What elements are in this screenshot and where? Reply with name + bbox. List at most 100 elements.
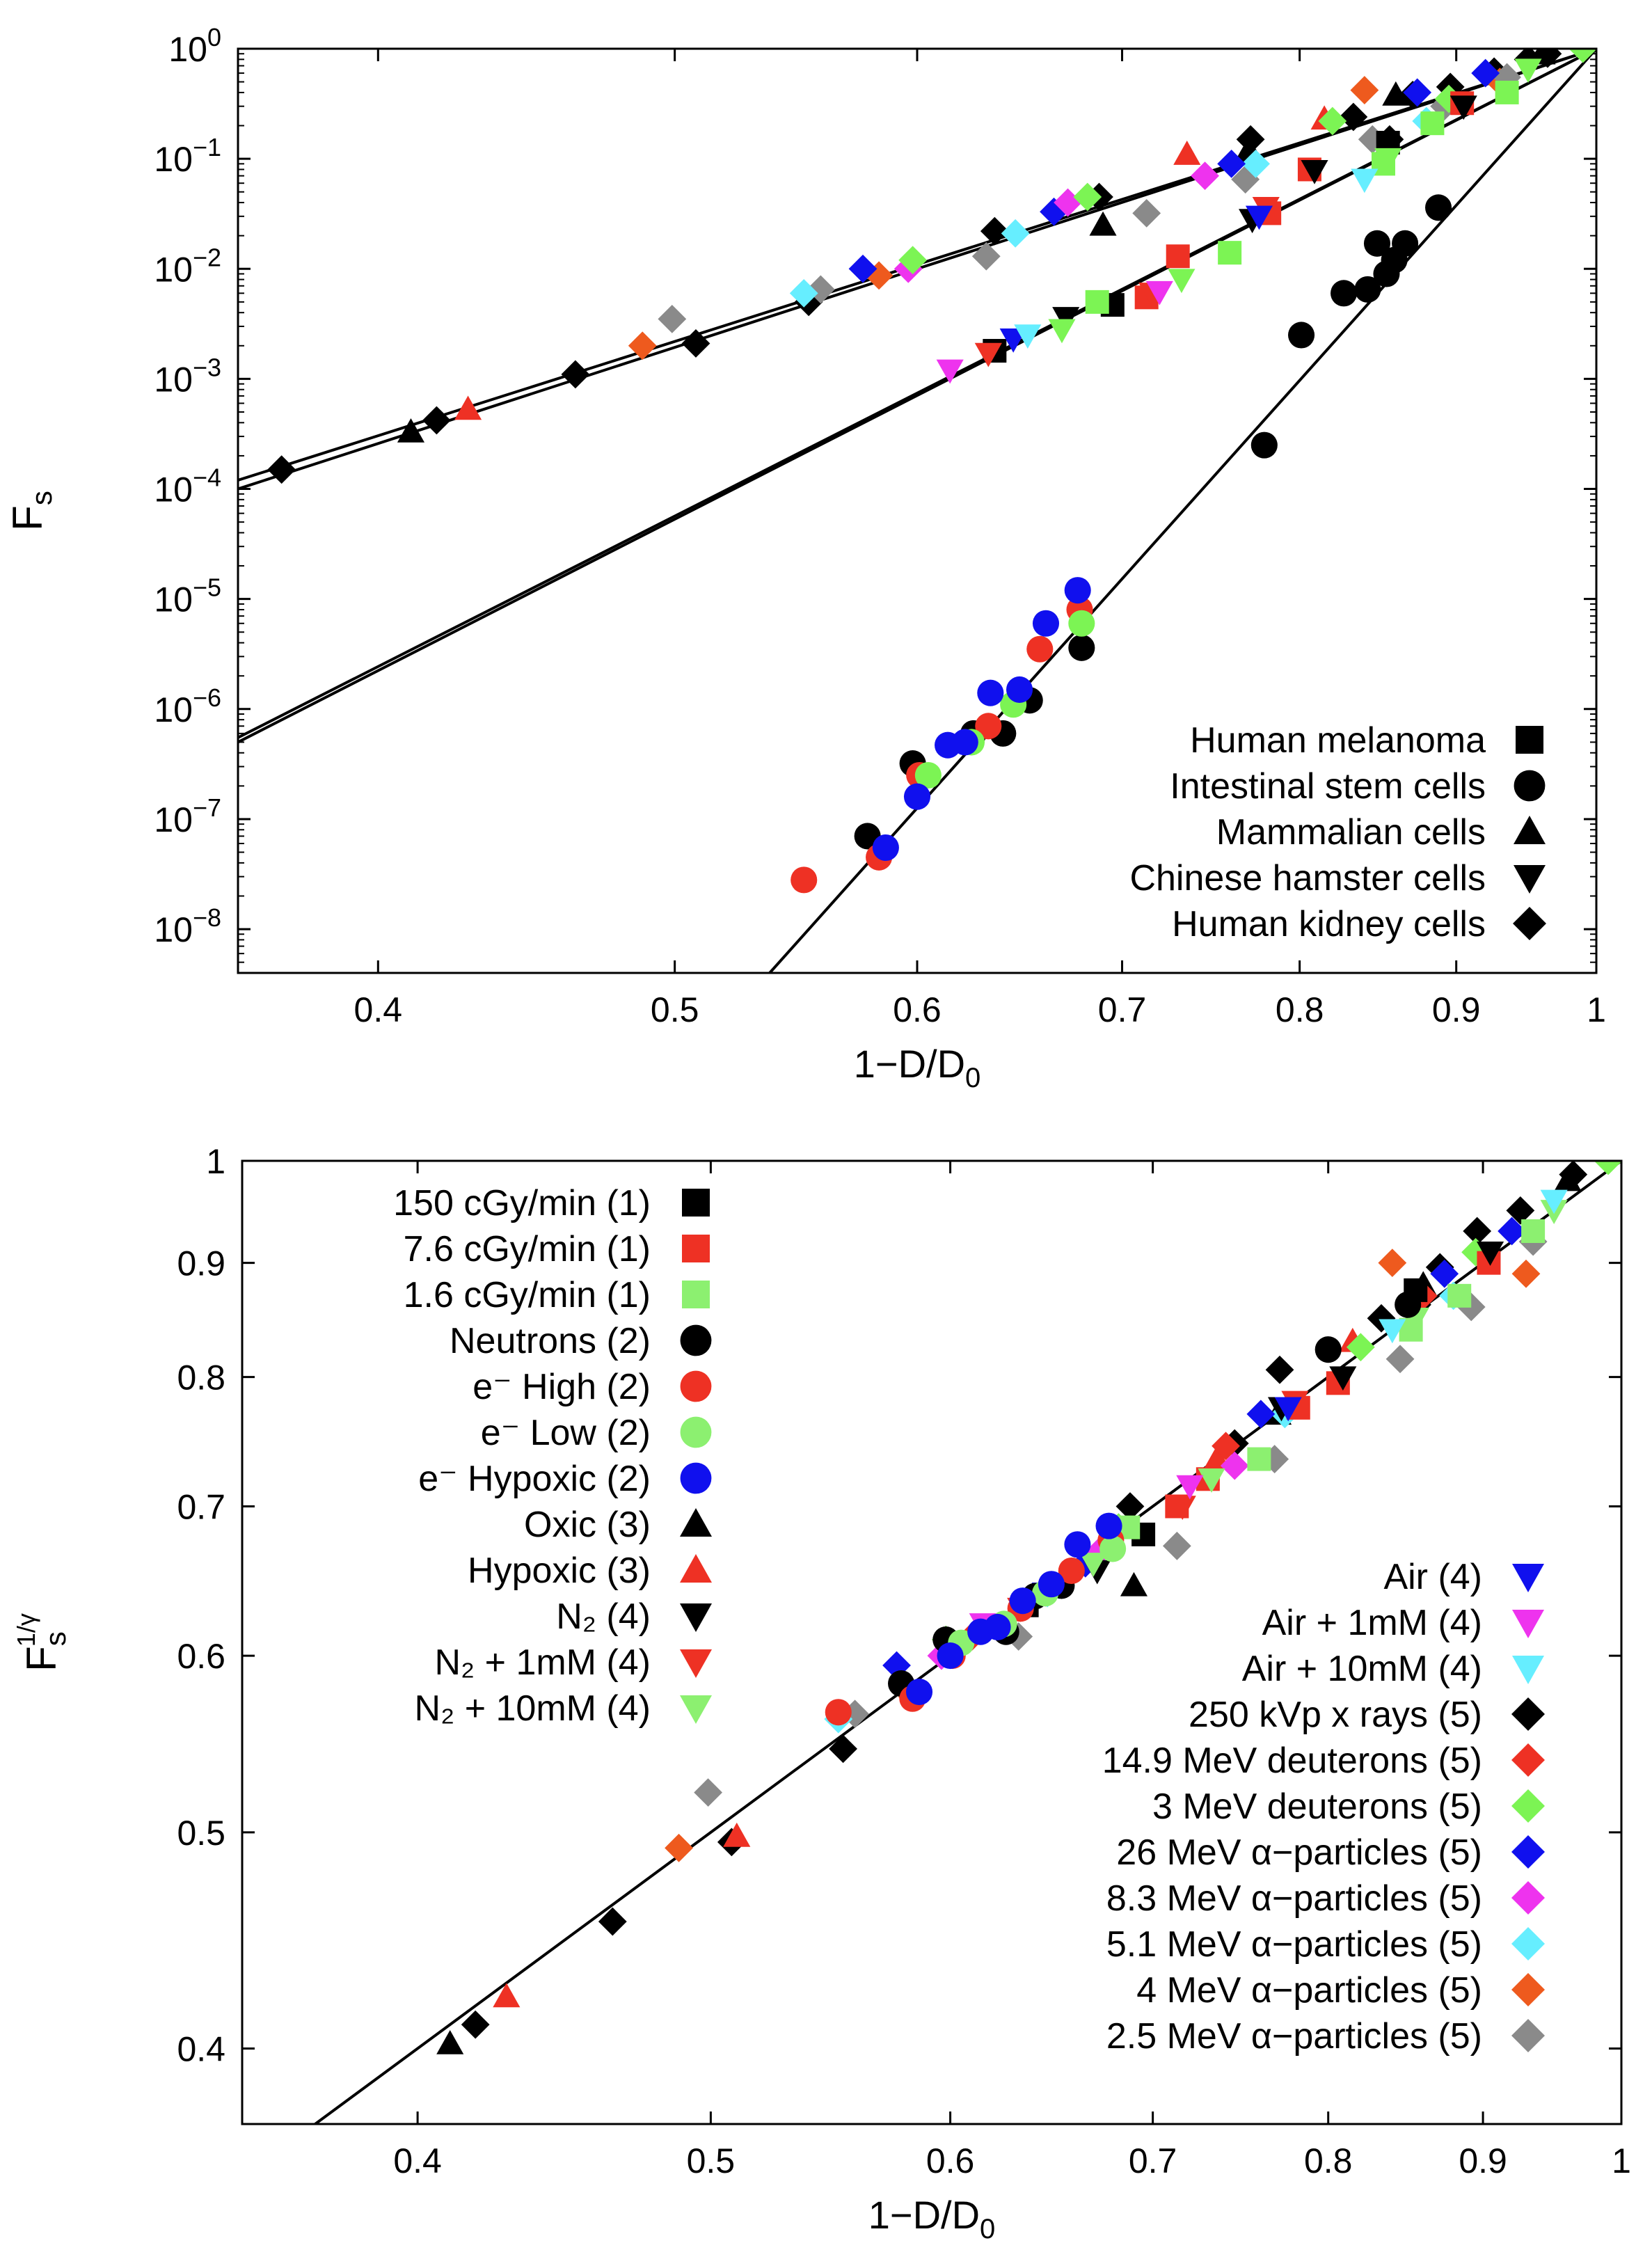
x-tick-label: 0.7 <box>1098 990 1147 1029</box>
legend-label: e⁻ Hypoxic (2) <box>418 1459 651 1499</box>
legend-label: Air + 10mM (4) <box>1242 1649 1482 1689</box>
y-tick-label: 10−1 <box>154 133 221 179</box>
legend-label: Neutrons (2) <box>450 1321 651 1361</box>
legend-label: Chinese hamster cells <box>1129 858 1486 898</box>
legend-label: N₂ + 1mM (4) <box>434 1642 651 1683</box>
data-point <box>1265 1355 1294 1384</box>
top-chart: 0.4 0.5 0.6 0.7 0.8 0.9 1 10−8 10−7 10−6 10−5 10−4 1… <box>4 23 1606 1093</box>
data-point <box>1506 1196 1535 1225</box>
legend-marker <box>1512 1564 1544 1592</box>
y-tick-label: 1 <box>206 1142 225 1181</box>
legend-entry: 1.6 cGy/min (1) <box>404 1275 710 1315</box>
data-point <box>1363 230 1391 257</box>
data-point <box>1471 58 1500 88</box>
data-point <box>1382 81 1410 106</box>
data-points <box>321 1161 1621 2124</box>
legend-marker <box>1511 2019 1545 2052</box>
data-point <box>1173 141 1201 165</box>
legend-marker <box>680 1649 712 1678</box>
data-point <box>951 729 978 756</box>
legend-entry: 4 MeV α−particles (5) <box>1136 1970 1545 2011</box>
data-point <box>1540 1189 1568 1214</box>
data-point <box>1594 1161 1621 1175</box>
legend-entry: 8.3 MeV α−particles (5) <box>1106 1878 1545 1919</box>
data-point <box>975 713 1002 740</box>
data-point <box>1354 276 1381 303</box>
x-axis-label: 1−D/D0 <box>854 1042 981 1093</box>
x-tick-label: 0.5 <box>651 990 699 1029</box>
data-point <box>1026 635 1054 663</box>
legend-label: 2.5 MeV α−particles (5) <box>1106 2016 1482 2057</box>
data-point <box>1514 58 1542 84</box>
legend-entry: Air + 10mM (4) <box>1242 1649 1544 1689</box>
data-point <box>1068 634 1095 661</box>
y-tick-label: 10−3 <box>154 353 221 399</box>
legend-label: N₂ (4) <box>556 1596 651 1637</box>
data-point <box>694 1778 723 1807</box>
legend-marker <box>1511 1927 1545 1960</box>
legend-entry: N₂ + 1mM (4) <box>434 1642 712 1683</box>
data-point <box>1079 1553 1107 1577</box>
legend-marker <box>680 1695 712 1724</box>
data-point <box>1493 63 1521 92</box>
data-point <box>1162 1531 1191 1560</box>
data-point <box>905 1679 933 1706</box>
data-point <box>1425 194 1452 221</box>
legend-left: 150 cGy/min (1) 7.6 cGy/min (1) 1.6 cGy/mi… <box>393 1183 712 1729</box>
legend-marker <box>1511 1835 1545 1869</box>
data-point <box>1476 1242 1504 1266</box>
data-point <box>1331 280 1358 307</box>
y-tick-label: 10−8 <box>154 903 221 949</box>
data-point <box>1085 290 1109 314</box>
data-point <box>1120 1571 1148 1596</box>
legend-entry: 14.9 MeV deuterons (5) <box>1102 1741 1545 1781</box>
data-point <box>267 455 296 484</box>
y-tick-label: 10−6 <box>154 683 221 729</box>
data-point <box>1346 1333 1375 1362</box>
data-point <box>1559 1161 1588 1189</box>
y-tick-label: 0.7 <box>177 1487 225 1526</box>
data-point <box>1073 182 1102 212</box>
legend-entry: e⁻ High (2) <box>472 1367 712 1407</box>
legend-entry: Intestinal stem cells <box>1170 766 1546 807</box>
data-point <box>1095 1512 1122 1539</box>
data-point <box>1231 165 1260 194</box>
data-point <box>1236 125 1265 154</box>
data-point <box>806 275 835 304</box>
data-point <box>1068 610 1095 637</box>
legend-entry: 5.1 MeV α−particles (5) <box>1106 1924 1545 1965</box>
data-point <box>974 342 1002 367</box>
data-point <box>1168 269 1196 294</box>
legend-entry: N₂ (4) <box>556 1596 712 1637</box>
data-point <box>493 1983 521 2008</box>
data-point <box>937 1642 964 1670</box>
legend-marker <box>682 1189 710 1217</box>
legend-entry: Human melanoma <box>1190 720 1543 761</box>
legend-marker <box>1516 726 1543 754</box>
data-point <box>397 418 425 443</box>
legend-marker <box>680 1416 712 1448</box>
data-point <box>1220 1451 1249 1480</box>
legend-entry: 3 MeV deuterons (5) <box>1152 1786 1545 1827</box>
legend-marker <box>1514 770 1546 802</box>
data-point <box>628 331 657 360</box>
y-tick-label: 10−2 <box>154 243 221 289</box>
data-point <box>1511 1259 1541 1288</box>
legend-label: 7.6 cGy/min (1) <box>404 1229 651 1269</box>
legend-marker <box>680 1508 712 1537</box>
legend-marker <box>1512 1656 1544 1684</box>
data-point <box>1246 1400 1276 1429</box>
legend-marker <box>1514 865 1546 894</box>
data-point <box>1032 610 1060 637</box>
data-point <box>1568 49 1596 63</box>
data-point <box>1191 161 1219 191</box>
data-point <box>971 241 1001 271</box>
plot-frame <box>237 47 1598 974</box>
legend-entry: 26 MeV α−particles (5) <box>1116 1832 1545 1873</box>
legend-marker <box>1512 1610 1544 1638</box>
legend-marker <box>1511 1789 1545 1823</box>
legend-label: 8.3 MeV α−particles (5) <box>1106 1878 1482 1919</box>
legend-label: Air (4) <box>1383 1557 1482 1597</box>
legend-label: 150 cGy/min (1) <box>393 1183 651 1223</box>
